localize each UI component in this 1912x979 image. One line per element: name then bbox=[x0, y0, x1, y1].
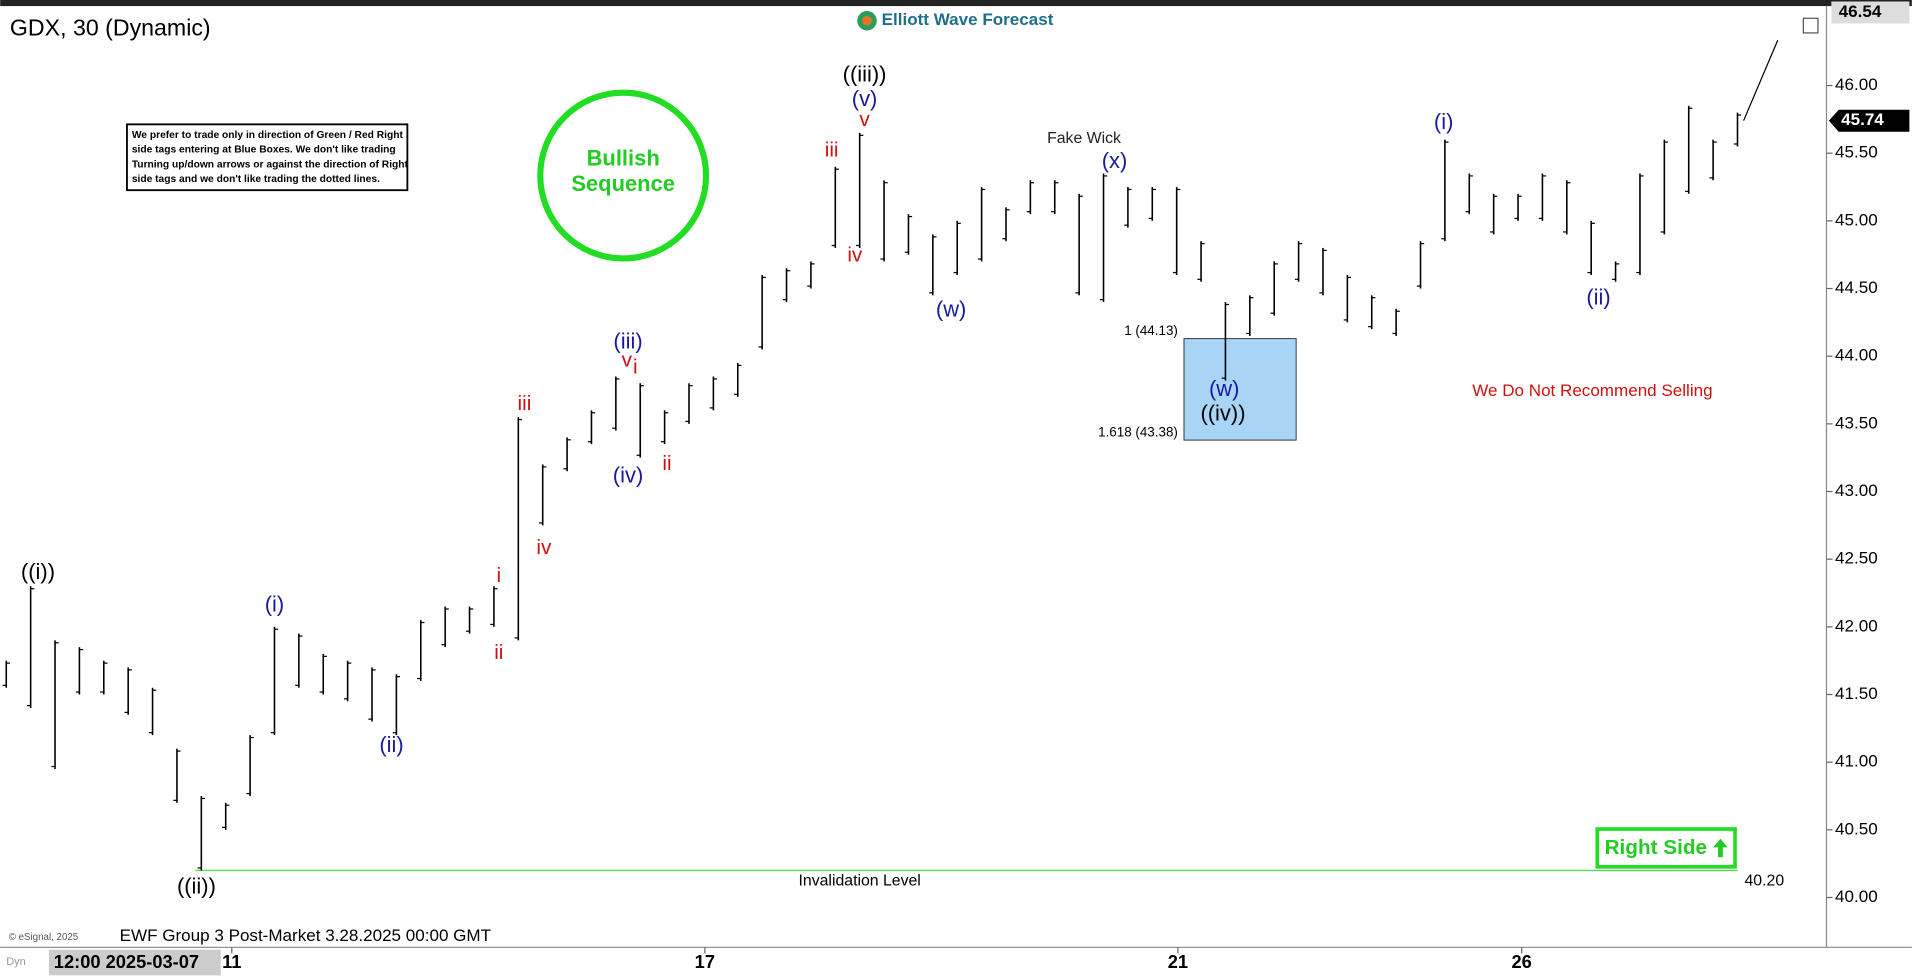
x-tick-label: 17 bbox=[695, 951, 715, 972]
price-tag-bg bbox=[1831, 1, 1910, 24]
corner-label: Dyn bbox=[6, 956, 26, 968]
footer: EWF Group 3 Post-Market 3.28.2025 00:00 … bbox=[120, 926, 492, 945]
bullish-circle bbox=[537, 89, 710, 262]
brand: Elliott Wave Forecast bbox=[857, 10, 1054, 31]
bullish-text: Sequence bbox=[571, 171, 675, 196]
right-side-arrow bbox=[1713, 838, 1728, 858]
y-tick-label: 40.50 bbox=[1835, 819, 1878, 838]
x-start-label: 12:00 2025-03-07 bbox=[54, 951, 199, 972]
y-tick-label: 41.50 bbox=[1835, 684, 1878, 703]
right-side-tag: Right Side bbox=[1595, 827, 1737, 869]
wave-label: (i) bbox=[265, 592, 285, 617]
y-tick-label: 44.50 bbox=[1835, 278, 1878, 297]
y-tick-label: 45.50 bbox=[1835, 143, 1878, 162]
wave-label: ii bbox=[494, 641, 503, 664]
wave-label: i bbox=[497, 564, 502, 587]
wave-label: iii bbox=[825, 139, 839, 162]
wave-label: (iv) bbox=[613, 462, 643, 487]
wave-label: (ii) bbox=[379, 732, 403, 757]
copyright: © eSignal, 2025 bbox=[9, 932, 79, 943]
price-tag: 46.54 bbox=[1839, 2, 1882, 21]
projection-line bbox=[1743, 39, 1779, 121]
note-line: Turning up/down arrows or against the di… bbox=[132, 159, 409, 170]
wave-label: v bbox=[622, 348, 633, 371]
y-tick-label: 42.00 bbox=[1835, 616, 1878, 635]
top-border bbox=[0, 0, 1912, 7]
wave-label: We Do Not Recommend Selling bbox=[1472, 381, 1712, 400]
window-icon[interactable] bbox=[1802, 17, 1819, 34]
invalidation-label: Invalidation Level bbox=[799, 873, 921, 890]
y-tick-label: 40.00 bbox=[1835, 887, 1878, 906]
note-line: We prefer to trade only in direction of … bbox=[132, 130, 404, 141]
blue-box bbox=[1183, 338, 1297, 441]
blue-box-label: 1 (44.13) bbox=[1124, 323, 1178, 338]
wave-label: ((iv)) bbox=[1200, 400, 1245, 425]
chart-title: GDX, 30 (Dynamic) bbox=[10, 14, 211, 40]
wave-label: ((i)) bbox=[21, 559, 55, 584]
wave-label: Fake Wick bbox=[1047, 130, 1121, 147]
y-tick-label: 45.00 bbox=[1835, 210, 1878, 229]
wave-label: i bbox=[633, 356, 638, 379]
wave-label: (iii) bbox=[613, 328, 642, 353]
wave-label: (x) bbox=[1102, 148, 1128, 173]
wave-label: (ii) bbox=[1586, 284, 1610, 309]
y-tick-label: 43.00 bbox=[1835, 481, 1878, 500]
right-side-frame bbox=[1595, 827, 1737, 869]
note-frame bbox=[126, 123, 409, 192]
y-tick-label: 41.00 bbox=[1835, 752, 1878, 771]
note-line: side tags and we don't like trading the … bbox=[132, 174, 380, 185]
y-tick-label: 46.00 bbox=[1835, 75, 1878, 94]
wave-label: (i) bbox=[1434, 109, 1454, 134]
wave-label: ii bbox=[662, 452, 671, 475]
wave-label: ((ii)) bbox=[177, 873, 216, 898]
x-tick-label: 26 bbox=[1512, 951, 1532, 972]
wave-label: ((iii)) bbox=[843, 61, 887, 86]
right-side-text: Right Side bbox=[1605, 836, 1707, 859]
note-box: We prefer to trade only in direction of … bbox=[126, 123, 409, 192]
invalidation-value: 40.20 bbox=[1745, 873, 1785, 890]
x-tick-label: 11 bbox=[222, 951, 241, 972]
y-tick-label: 43.50 bbox=[1835, 413, 1878, 432]
note-line: side tags entering at Blue Boxes. We don… bbox=[132, 145, 396, 156]
wave-label: v bbox=[859, 108, 870, 131]
bullish-badge: Bullish Sequence bbox=[537, 89, 710, 262]
brand-name: Elliott Wave Forecast bbox=[882, 10, 1054, 29]
last-price-tag: 45.74 bbox=[1841, 110, 1884, 129]
wave-label: iii bbox=[518, 392, 532, 415]
x-tick-label: 21 bbox=[1168, 951, 1188, 972]
wave-label: iv bbox=[847, 243, 863, 266]
wave-label: (w) bbox=[936, 297, 966, 322]
wave-label: (v) bbox=[852, 86, 878, 111]
y-tick-label: 42.50 bbox=[1835, 549, 1878, 568]
brand-logo-inner bbox=[862, 15, 872, 26]
blue-box-label: 1.618 (43.38) bbox=[1098, 424, 1178, 439]
x-start-bg bbox=[48, 949, 221, 976]
wave-label: iv bbox=[536, 536, 552, 559]
bullish-text: Bullish bbox=[587, 146, 660, 171]
wave-label: (w) bbox=[1209, 376, 1239, 401]
last-price-tag-bg bbox=[1828, 109, 1910, 132]
y-tick-label: 44.00 bbox=[1835, 346, 1878, 365]
